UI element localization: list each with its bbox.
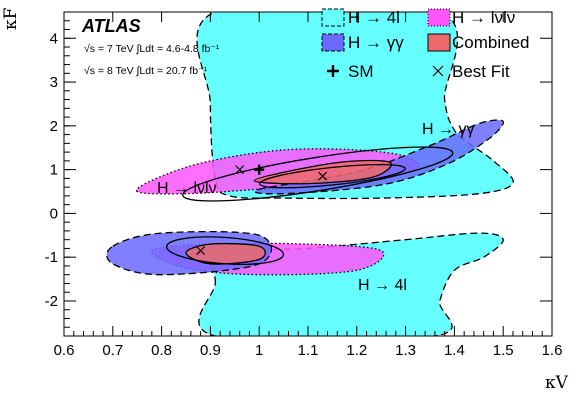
experiment-label: ATLAS: [81, 16, 141, 36]
y-tick-label-1: -1: [45, 249, 58, 266]
legend-entry-4l: H → 4l: [321, 8, 400, 27]
legend: H → 4l H → lνlν H → γγ Combined SM Best …: [321, 8, 530, 81]
legend-label-lvlv: H → lνlν: [452, 8, 515, 27]
legend-label-gg: H → γγ: [348, 33, 404, 52]
x-tick-label-9: 1.5: [493, 342, 514, 359]
contour-ellipse-0: [182, 146, 454, 202]
contour-regions: [106, 12, 514, 336]
legend-label-combined: Combined: [452, 33, 530, 52]
axis-ticks: 0.6 0.7 0.8 0.9 1 1.1 1.2 1.3 1.4 1.5 1.6 -2 -1 0 1 2 3 4: [45, 12, 563, 359]
markers: [196, 164, 328, 256]
legend-swatch-combined: [427, 33, 451, 52]
best-fit-point-2: [235, 165, 245, 175]
x-tick-label-0: 0.6: [54, 342, 75, 359]
legend-entry-combined: Combined: [427, 33, 530, 52]
annotation-lvlv: H → lνlν: [157, 180, 217, 197]
sm-point: [254, 164, 265, 175]
region-3-1: [185, 242, 266, 265]
info-line-7tev: √s = 7 TeV ∫Ldt = 4.6-4.8 fb⁻¹: [84, 43, 220, 55]
contour-lines: [165, 146, 454, 265]
x-tick-label-3: 0.9: [200, 342, 221, 359]
legend-swatch-lvlv: [427, 8, 451, 27]
x-tick-label-5: 1.1: [298, 342, 319, 359]
contour-ellipse-2: [165, 236, 285, 265]
y-tick-label-4: 2: [50, 118, 58, 135]
x-axis-title: κV: [545, 373, 569, 393]
x-tick-label-2: 0.8: [151, 342, 172, 359]
legend-swatch-4l: [321, 8, 345, 27]
y-tick-label-5: 3: [50, 74, 58, 91]
y-tick-label-6: 4: [50, 30, 58, 47]
x-tick-label-7: 1.3: [395, 342, 416, 359]
region-3-0: [253, 159, 393, 185]
best-fit-point-0: [318, 171, 328, 181]
legend-entry-sm: SM: [327, 62, 374, 81]
x-tick-label-1: 0.7: [102, 342, 123, 359]
legend-entry-gg: H → γγ: [321, 33, 404, 52]
legend-swatch-gg: [321, 33, 345, 52]
plus-icon: [327, 65, 339, 77]
legend-entry-lvlv: H → lνlν: [427, 8, 515, 27]
legend-label-4l: H → 4l: [348, 8, 400, 27]
legend-label-sm: SM: [348, 62, 374, 81]
legend-label-bestfit: Best Fit: [452, 62, 510, 81]
annotation-gg: H → γγ: [422, 121, 474, 138]
x-tick-label-6: 1.2: [346, 342, 367, 359]
legend-entry-bestfit: Best Fit: [432, 62, 510, 81]
x-tick-label-10: 1.6: [542, 342, 563, 359]
info-line-8tev: √s = 8 TeV ∫Ldt = 20.7 fb⁻¹: [84, 65, 208, 77]
y-tick-label-2: 0: [50, 205, 58, 222]
x-tick-label-8: 1.4: [444, 342, 465, 359]
contour-ellipse-1: [258, 163, 406, 189]
y-axis-title: κF: [1, 7, 21, 30]
x-tick-label-4: 1: [255, 342, 263, 359]
cross-icon: [432, 65, 444, 77]
y-tick-label-3: 1: [50, 162, 58, 179]
annotation-4l: H → 4l: [358, 277, 407, 294]
y-tick-label-0: -2: [45, 293, 58, 310]
best-fit-point-1: [196, 246, 206, 256]
